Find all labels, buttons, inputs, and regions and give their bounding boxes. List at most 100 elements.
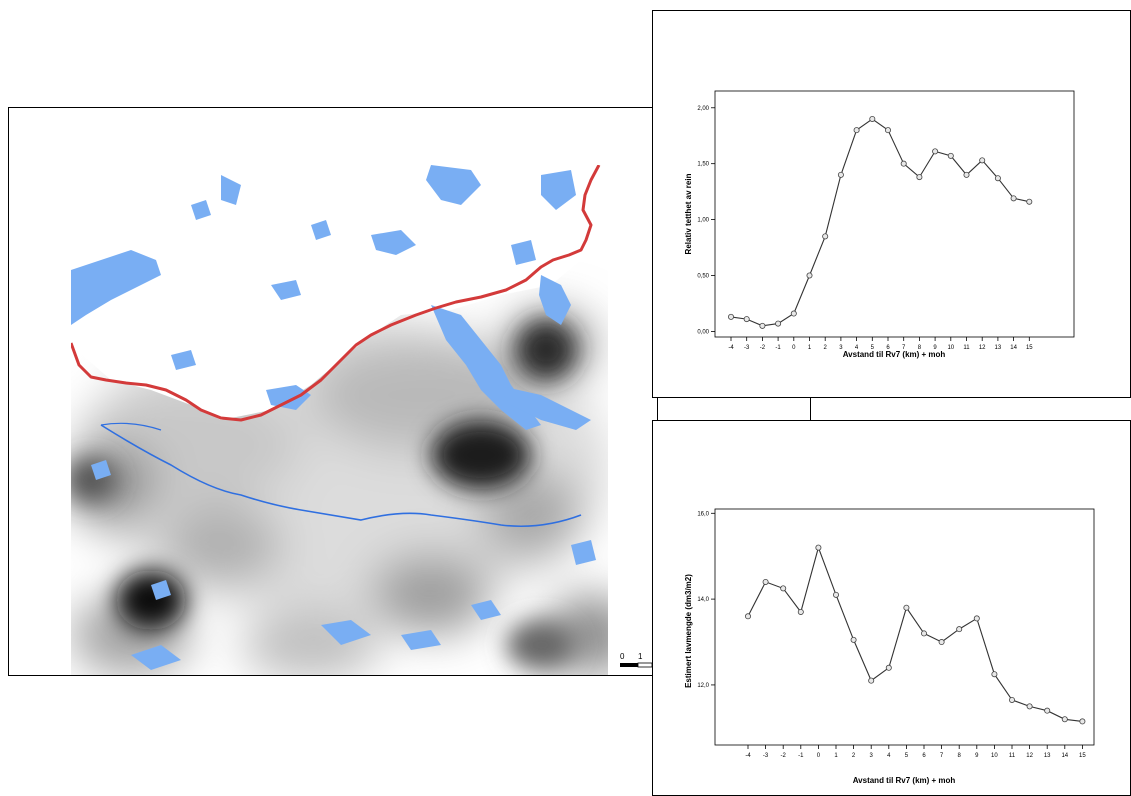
data-point <box>884 127 891 134</box>
data-point <box>850 636 857 643</box>
x-tick-label: 15 <box>1079 753 1086 759</box>
density-map-svg <box>71 165 608 675</box>
density-map <box>71 165 608 675</box>
x-tick-label: 14 <box>1010 345 1017 351</box>
data-point <box>837 171 844 178</box>
series-markers <box>728 115 1033 329</box>
lichen-chart: 12,014,016,0 -4 -3 -2 -1 0 1 2 3 4 5 6 7 8 9 10 11 12 13 1… <box>684 508 1095 785</box>
x-tick-label: 8 <box>918 345 922 351</box>
x-tick-label: 15 <box>1026 345 1033 351</box>
x-tick-label: 11 <box>963 345 970 351</box>
x-tick-label: 10 <box>991 753 998 759</box>
data-point <box>1044 707 1051 714</box>
data-point <box>994 175 1001 182</box>
y-tick-label: 1,00 <box>697 218 709 224</box>
data-point <box>932 148 939 155</box>
data-point <box>868 677 875 684</box>
data-point <box>815 544 822 551</box>
data-point <box>762 578 769 585</box>
data-point <box>743 316 750 323</box>
series-line <box>747 545 1083 722</box>
x-tick-label: 0 <box>792 345 796 351</box>
data-point <box>947 152 954 159</box>
y-tick-label: 0,50 <box>697 274 709 280</box>
x-tick-label: 5 <box>905 753 909 759</box>
data-point <box>759 322 766 329</box>
x-tick-label: 3 <box>870 753 874 759</box>
density-chart: 0,000,501,001,502,00 -4 -3 -2 -1 0 1 2 3 4 5 6 7 8 9 1… <box>684 90 1075 359</box>
x-axis-ticks: -4 -3 -2 -1 0 1 2 3 4 5 6 7 8 9 10 11 12 13 14 15 <box>745 745 1086 759</box>
river-branch <box>100 422 162 431</box>
scale-label-1: 1 <box>638 652 643 661</box>
x-tick-label: 9 <box>933 345 937 351</box>
x-tick-label: 12 <box>1026 753 1033 759</box>
data-point <box>1010 195 1017 202</box>
scale-bar-white <box>637 662 653 668</box>
data-point <box>963 171 970 178</box>
y-tick-label: 0,00 <box>697 329 709 335</box>
x-tick-label: -2 <box>781 753 787 759</box>
x-tick-label: 11 <box>1009 753 1016 759</box>
scale-bar-black <box>620 663 638 667</box>
data-point <box>1061 716 1068 723</box>
y-tick-label: 2,00 <box>697 106 709 112</box>
data-point <box>903 604 910 611</box>
x-tick-label: 12 <box>979 345 986 351</box>
data-point <box>790 310 797 317</box>
x-tick-label: 14 <box>1061 753 1068 759</box>
series-line <box>730 118 1030 327</box>
y-axis-title: Relativ tetthet av rein <box>684 173 693 254</box>
x-tick-label: -1 <box>798 753 804 759</box>
x-tick-label: 1 <box>834 753 838 759</box>
data-point <box>832 591 839 598</box>
data-point <box>938 639 945 646</box>
x-tick-label: 4 <box>887 753 891 759</box>
data-point <box>885 664 892 671</box>
data-point <box>973 615 980 622</box>
x-tick-label: -4 <box>728 345 734 351</box>
lakes <box>71 165 596 670</box>
data-point <box>780 585 787 592</box>
x-axis-title: Avstand til Rv7 (km) + moh <box>853 776 956 785</box>
scale-bar: 0 1 <box>619 648 655 672</box>
y-axis-ticks: 12,0 14,0 16,0 <box>697 511 715 689</box>
data-point <box>745 613 752 620</box>
x-tick-label: 4 <box>855 345 859 351</box>
y-axis-ticks: 0,00 0,50 1,00 1,50 2,00 <box>697 106 715 335</box>
data-point <box>920 630 927 637</box>
series-markers <box>745 544 1086 725</box>
x-tick-label: 7 <box>940 753 944 759</box>
data-point <box>797 608 804 615</box>
data-point <box>1079 718 1086 725</box>
data-point <box>916 174 923 181</box>
connector-line <box>810 398 811 420</box>
data-point <box>1026 198 1033 205</box>
plot-frame <box>714 508 1095 746</box>
x-tick-label: -3 <box>744 345 750 351</box>
x-tick-label: -4 <box>745 753 751 759</box>
x-tick-label: 6 <box>886 345 890 351</box>
x-tick-label: 0 <box>817 753 821 759</box>
x-tick-label: 3 <box>839 345 843 351</box>
x-tick-label: 13 <box>1044 753 1051 759</box>
lichen-chart-panel: 12,0 14,0 16,0 -4 -3 -2 -1 0 1 2 3 4 5 6 7 8 9 10 11 12 13 1… <box>652 420 1131 796</box>
y-axis-title: Estimert lavmengde (dm3/m2) <box>684 574 693 688</box>
data-point <box>979 157 986 164</box>
data-point <box>1008 696 1015 703</box>
data-point <box>775 320 782 327</box>
x-axis-title: Avstand til Rv7 (km) + moh <box>843 350 946 359</box>
x-tick-label: 13 <box>995 345 1002 351</box>
x-axis-ticks: -4 -3 -2 -1 0 1 2 3 4 5 6 7 8 9 10 11 12 13 14 15 <box>728 337 1033 351</box>
data-point <box>1026 703 1033 710</box>
x-tick-label: -2 <box>760 345 766 351</box>
data-point <box>806 272 813 279</box>
y-tick-label: 16,0 <box>697 511 709 517</box>
x-tick-label: -3 <box>763 753 769 759</box>
y-tick-label: 14,0 <box>697 597 709 603</box>
plot-frame <box>714 90 1075 338</box>
x-tick-label: 2 <box>852 753 856 759</box>
x-tick-label: 2 <box>824 345 828 351</box>
road-rv7 <box>71 165 601 422</box>
data-point <box>991 671 998 678</box>
x-tick-label: 10 <box>947 345 954 351</box>
